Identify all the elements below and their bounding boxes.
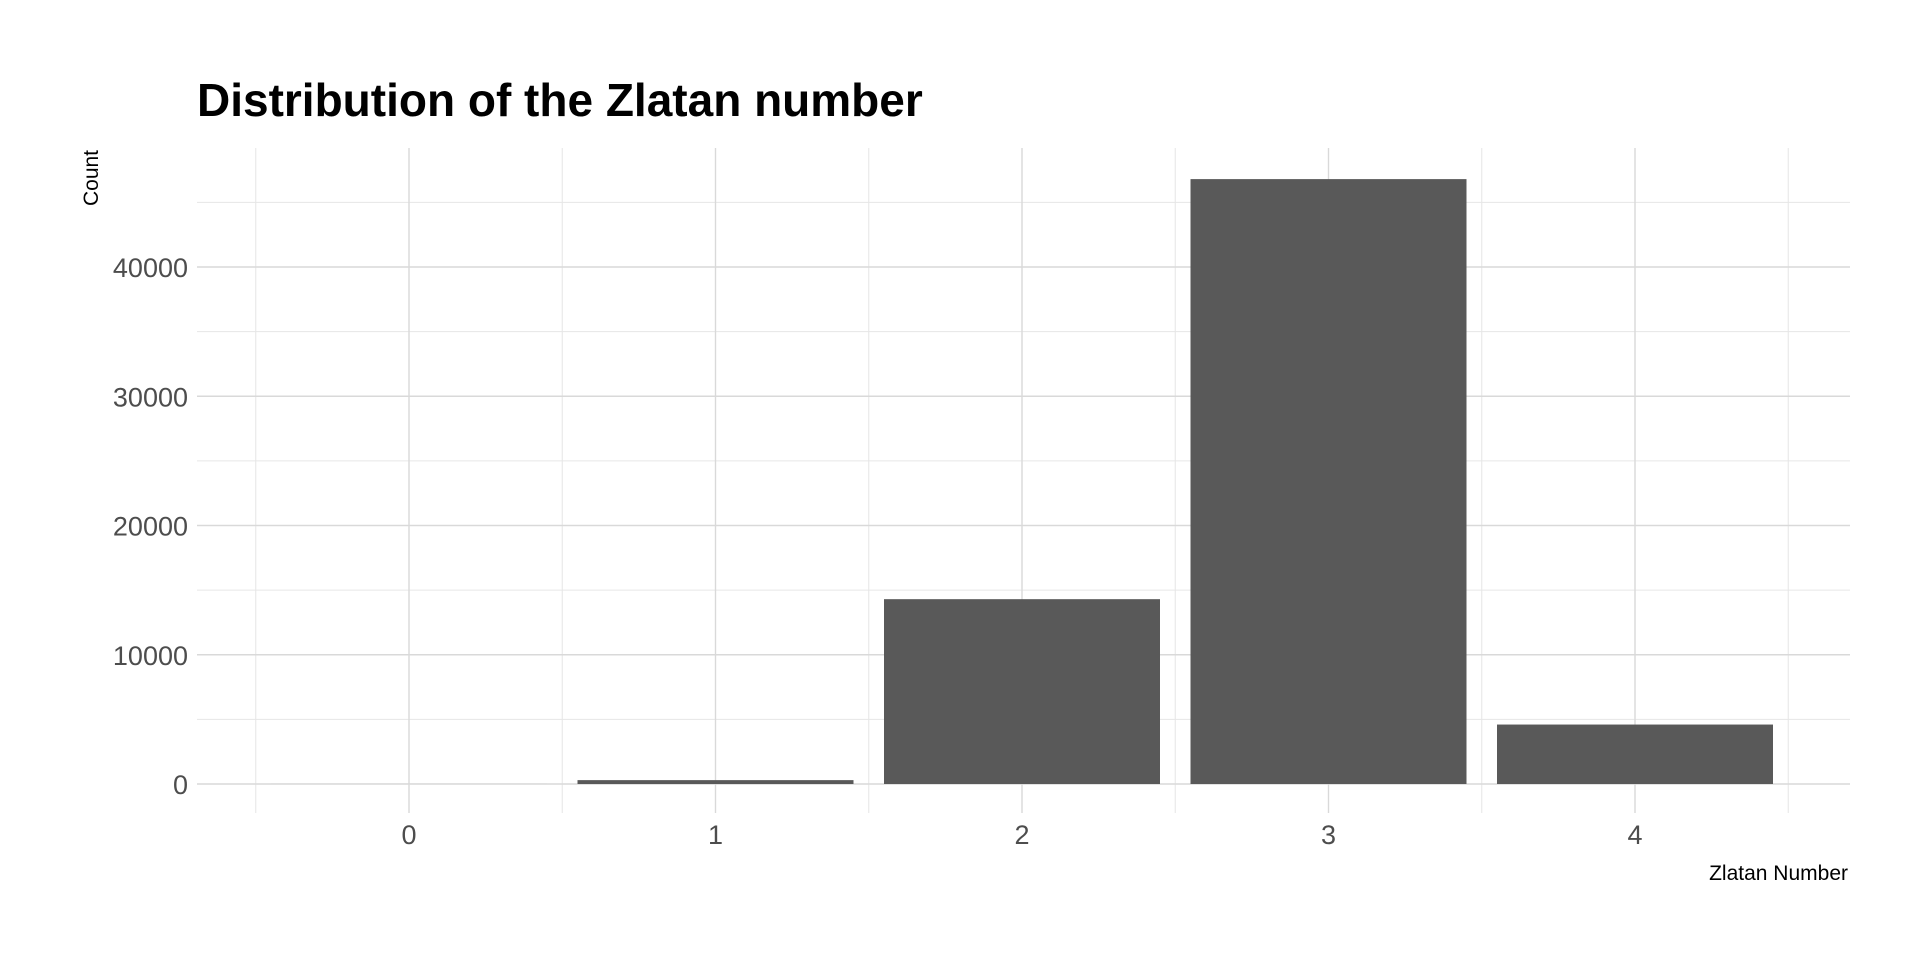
bars	[271, 179, 1773, 785]
bar-2	[884, 599, 1160, 784]
x-tick-label: 2	[1014, 820, 1029, 850]
x-axis-ticks: 0 1 2 3 4	[401, 820, 1642, 850]
y-tick-label: 10000	[113, 641, 188, 671]
y-axis-title: Count	[80, 150, 103, 206]
x-axis-title: Zlatan Number	[1709, 862, 1848, 885]
bar-4	[1497, 724, 1773, 784]
y-axis-ticks: 0 10000 20000 30000 40000	[113, 253, 188, 800]
y-tick-label: 30000	[113, 382, 188, 412]
y-tick-label: 0	[173, 770, 188, 800]
y-tick-label: 20000	[113, 512, 188, 542]
chart-title: Distribution of the Zlatan number	[197, 74, 923, 126]
bar-1	[577, 780, 854, 784]
y-tick-label: 40000	[113, 253, 188, 283]
x-tick-label: 3	[1321, 820, 1336, 850]
bar-3	[1190, 179, 1467, 785]
x-tick-label: 0	[401, 820, 416, 850]
x-tick-label: 1	[708, 820, 723, 850]
x-tick-label: 4	[1627, 820, 1642, 850]
